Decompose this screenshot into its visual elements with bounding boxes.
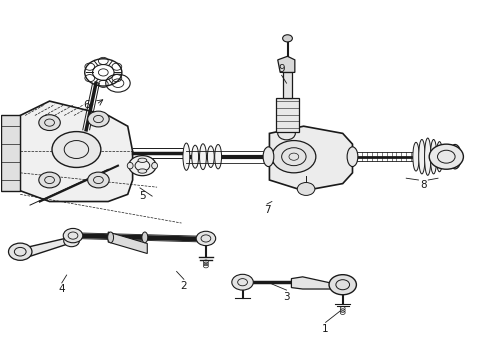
Ellipse shape [127, 162, 133, 169]
Ellipse shape [108, 232, 114, 243]
Polygon shape [270, 126, 352, 191]
Polygon shape [276, 98, 299, 132]
Circle shape [39, 115, 60, 131]
Ellipse shape [413, 142, 419, 171]
Ellipse shape [263, 147, 274, 167]
Ellipse shape [418, 139, 425, 174]
Polygon shape [283, 72, 293, 98]
Ellipse shape [199, 144, 206, 170]
Circle shape [278, 127, 295, 140]
Ellipse shape [449, 144, 461, 169]
Circle shape [64, 235, 79, 247]
Polygon shape [292, 277, 335, 289]
Ellipse shape [424, 138, 431, 175]
Ellipse shape [215, 144, 221, 169]
Ellipse shape [430, 139, 437, 174]
Text: 7: 7 [264, 206, 270, 216]
Text: 2: 2 [181, 281, 187, 291]
Circle shape [329, 275, 356, 295]
Polygon shape [278, 56, 295, 72]
Ellipse shape [436, 141, 442, 172]
Text: 3: 3 [283, 292, 290, 302]
Circle shape [196, 231, 216, 246]
Ellipse shape [192, 145, 198, 168]
Ellipse shape [138, 169, 147, 173]
Circle shape [283, 35, 293, 42]
Polygon shape [0, 116, 20, 191]
Text: 1: 1 [322, 324, 329, 334]
Text: 4: 4 [58, 284, 65, 294]
Circle shape [8, 243, 32, 260]
Polygon shape [108, 232, 147, 253]
Circle shape [39, 172, 60, 188]
Ellipse shape [138, 158, 147, 162]
Circle shape [272, 140, 316, 173]
Circle shape [88, 111, 109, 127]
Circle shape [63, 228, 83, 243]
Ellipse shape [152, 162, 158, 169]
Polygon shape [18, 238, 72, 257]
Ellipse shape [207, 146, 214, 167]
Text: 5: 5 [139, 191, 146, 201]
Text: 9: 9 [278, 64, 285, 74]
Polygon shape [20, 101, 133, 202]
Circle shape [52, 132, 101, 167]
Text: 8: 8 [420, 180, 427, 190]
Ellipse shape [347, 147, 358, 167]
Circle shape [429, 144, 464, 169]
Circle shape [129, 156, 156, 176]
Circle shape [297, 183, 315, 195]
Circle shape [232, 274, 253, 290]
Ellipse shape [183, 143, 190, 170]
Ellipse shape [142, 232, 148, 243]
Circle shape [88, 172, 109, 188]
Text: 6: 6 [83, 100, 90, 110]
